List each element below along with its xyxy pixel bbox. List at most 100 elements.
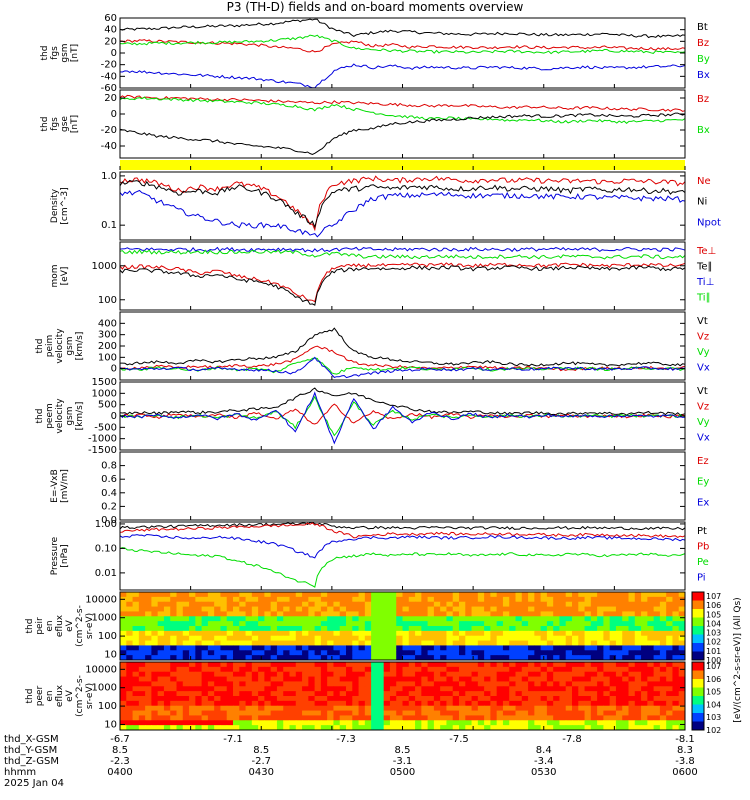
spectrogram-cell [258, 681, 265, 687]
spectrogram-cell [446, 696, 454, 702]
y-axis-label: [eV] [60, 267, 70, 286]
spectrogram-cell [214, 601, 221, 608]
spectrogram-cell [647, 611, 655, 617]
spectrogram-cell [628, 686, 636, 692]
spectrogram-cell [565, 715, 573, 721]
spectrogram-cell [572, 700, 579, 707]
spectrogram-cell [641, 601, 648, 608]
spectrogram-cell [138, 655, 146, 661]
spectrogram-cell [346, 725, 353, 731]
spectrogram-cell [120, 645, 127, 651]
spectrogram-cell [195, 640, 203, 646]
colorbar-tick-label: 105 [706, 688, 721, 697]
legend-entry: Vz [697, 332, 709, 343]
spectrogram-cell [126, 710, 134, 716]
spectrogram-cell [672, 601, 680, 608]
spectrogram-cell [446, 671, 454, 678]
spectrogram-cell [389, 630, 397, 637]
spectrogram-cell [120, 691, 127, 697]
spectrogram-cell [207, 720, 215, 726]
spectrogram-cell [653, 621, 661, 627]
spectrogram-cell [628, 596, 636, 603]
spectrogram-cell [471, 621, 479, 627]
spectrogram-cell [477, 662, 485, 668]
spectrogram-cell [446, 630, 454, 637]
spectrogram-cell [521, 611, 529, 617]
spectrogram-cell [615, 691, 623, 697]
colorbar-segment [692, 662, 704, 671]
spectrogram-cell [333, 705, 341, 712]
spectrogram-cell [477, 691, 485, 697]
spectrogram-cell [427, 676, 435, 682]
spectrogram-cell [421, 640, 429, 646]
spectrogram-cell [333, 720, 341, 726]
spectrogram-cell [346, 655, 353, 661]
spectrogram-cell [622, 655, 629, 661]
spectrogram-cell [509, 621, 516, 627]
spectrogram-cell [245, 666, 253, 673]
spectrogram-cell [440, 715, 447, 721]
spectrogram-cell [440, 601, 447, 608]
spectrogram-cell [333, 621, 341, 627]
spectrogram-cell [371, 662, 378, 668]
spectrogram-cell [678, 606, 686, 612]
spectrogram-cell [251, 650, 259, 656]
spectrogram-cell [346, 700, 353, 707]
spectrogram-cell [239, 725, 247, 731]
x-axis-row-label: thd_Z-GSM [4, 756, 59, 767]
spectrogram-cell [396, 596, 403, 603]
spectrogram-cell [314, 725, 322, 731]
spectrogram-cell [465, 630, 473, 637]
spectrogram-cell [484, 720, 491, 726]
spectrogram-cell [245, 686, 253, 692]
spectrogram-cell [389, 671, 397, 678]
x-axis-value: -3.8 [675, 756, 695, 767]
spectrogram-cell [295, 630, 303, 637]
chart-title: P3 (TH-D) fields and on-board moments ov… [226, 0, 524, 14]
spectrogram-cell [515, 640, 523, 646]
spectrogram-cell [465, 592, 473, 598]
spectrogram-cell [389, 676, 397, 682]
spectrogram-cell [615, 606, 623, 612]
spectrogram-cell [289, 611, 297, 617]
spectrogram-cell [163, 666, 171, 673]
spectrogram-cell [565, 666, 573, 673]
spectrogram-cell [521, 681, 529, 687]
spectrogram-cell [302, 630, 309, 637]
spectrogram-cell [628, 655, 636, 661]
spectrogram-cell [597, 655, 604, 661]
spectrogram-cell [427, 616, 435, 622]
spectrogram-cell [615, 666, 623, 673]
spectrogram-cell [415, 640, 422, 646]
spectrogram-cell [590, 592, 598, 598]
spectrogram-cell [339, 616, 347, 622]
spectrogram-cell [402, 630, 410, 637]
spectrogram-cell [603, 596, 611, 603]
spectrogram-cell [572, 592, 579, 598]
spectrogram-cell [509, 725, 516, 731]
spectrogram-cell [565, 725, 573, 731]
spectrogram-cell [132, 676, 140, 682]
spectrogram-cell [471, 681, 479, 687]
y-tick-label: 0.01 [95, 568, 117, 579]
spectrogram-cell [615, 720, 623, 726]
spectrogram-cell [270, 720, 278, 726]
legend-entry: Ez [697, 456, 709, 467]
spectrogram-cell [421, 645, 429, 651]
spectrogram-cell [283, 676, 290, 682]
spectrogram-cell [471, 592, 479, 598]
spectrogram-cell [358, 671, 366, 678]
spectrogram-cell [377, 592, 385, 598]
spectrogram-cell [371, 666, 378, 673]
spectrogram-cell [377, 626, 385, 632]
spectrogram-cell [264, 655, 272, 661]
legend-entry: Pt [697, 526, 707, 537]
spectrogram-cell [377, 671, 385, 678]
spectrogram-cell [678, 700, 686, 707]
spectrogram-cell [452, 655, 460, 661]
y-tick-label: 20 [104, 36, 117, 47]
spectrogram-cell [176, 720, 184, 726]
spectrogram-cell [653, 705, 661, 712]
spectrogram-cell [314, 635, 322, 642]
spectrogram-cell [465, 676, 473, 682]
